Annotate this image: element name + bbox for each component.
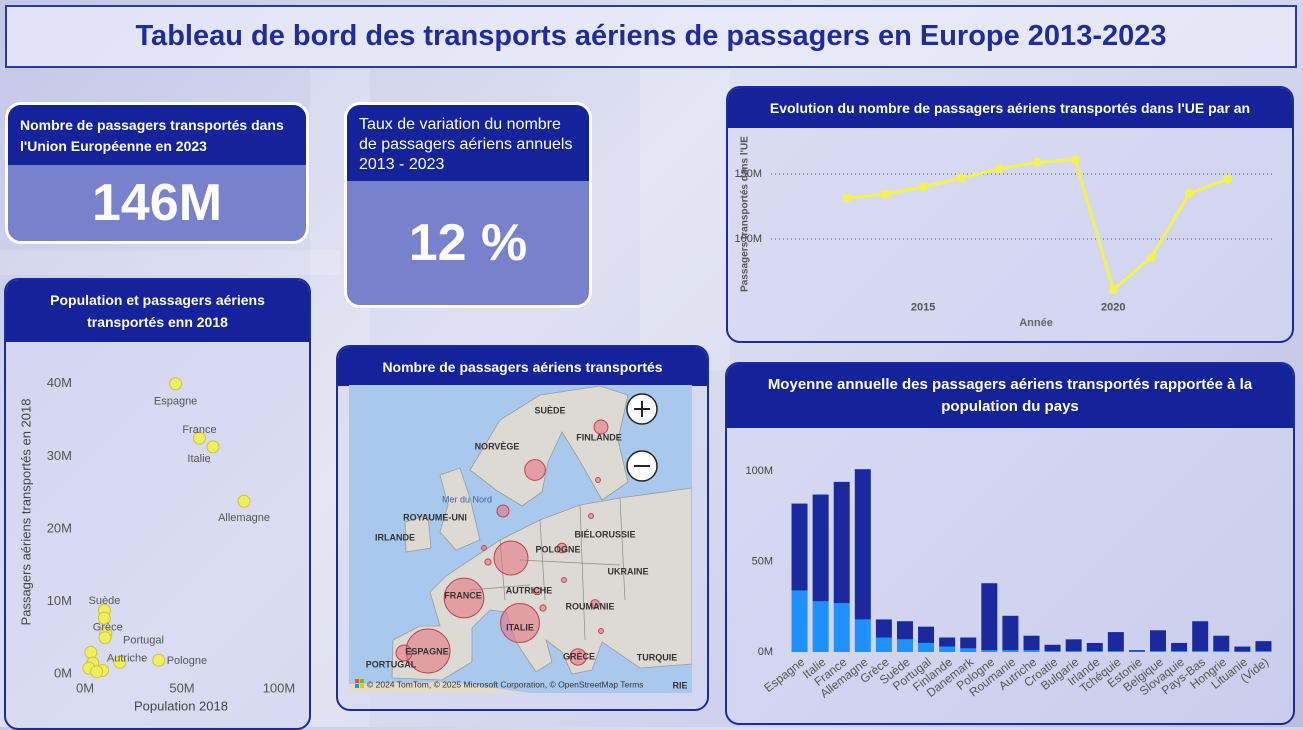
- line-card: Evolution du nombre de passagers aériens…: [726, 86, 1294, 343]
- zoom-out[interactable]: [626, 450, 658, 482]
- kpi-card: Nombre de passagers transportés dans l'U…: [5, 102, 309, 244]
- kpi-card: Taux de variation du nombre de passagers…: [344, 102, 592, 308]
- background-shape: [640, 70, 730, 370]
- scatter-card: Population et passagers aériens transpor…: [4, 278, 311, 730]
- header: Tableau de bord des transports aériens d…: [5, 5, 1297, 68]
- kpi-value: 12 %: [408, 214, 528, 272]
- kpi-title: Taux de variation du nombre de passagers…: [347, 105, 589, 181]
- chart-title: Moyenne annuelle des passagers aériens t…: [727, 364, 1293, 428]
- background-shape: [0, 250, 340, 275]
- chart-title: Nombre de passagers aériens transportés: [338, 347, 707, 386]
- zoom-in[interactable]: [626, 393, 658, 425]
- dashboard-title: Tableau de bord des transports aériens d…: [135, 20, 1167, 52]
- chart-title: Population et passagers aériens transpor…: [6, 280, 309, 342]
- kpi-value: 146M: [91, 174, 223, 232]
- chart-title: Evolution du nombre de passagers aériens…: [728, 88, 1292, 128]
- kpi-title: Nombre de passagers transportés dans l'U…: [8, 105, 306, 165]
- bar-card: Moyenne annuelle des passagers aériens t…: [725, 362, 1295, 725]
